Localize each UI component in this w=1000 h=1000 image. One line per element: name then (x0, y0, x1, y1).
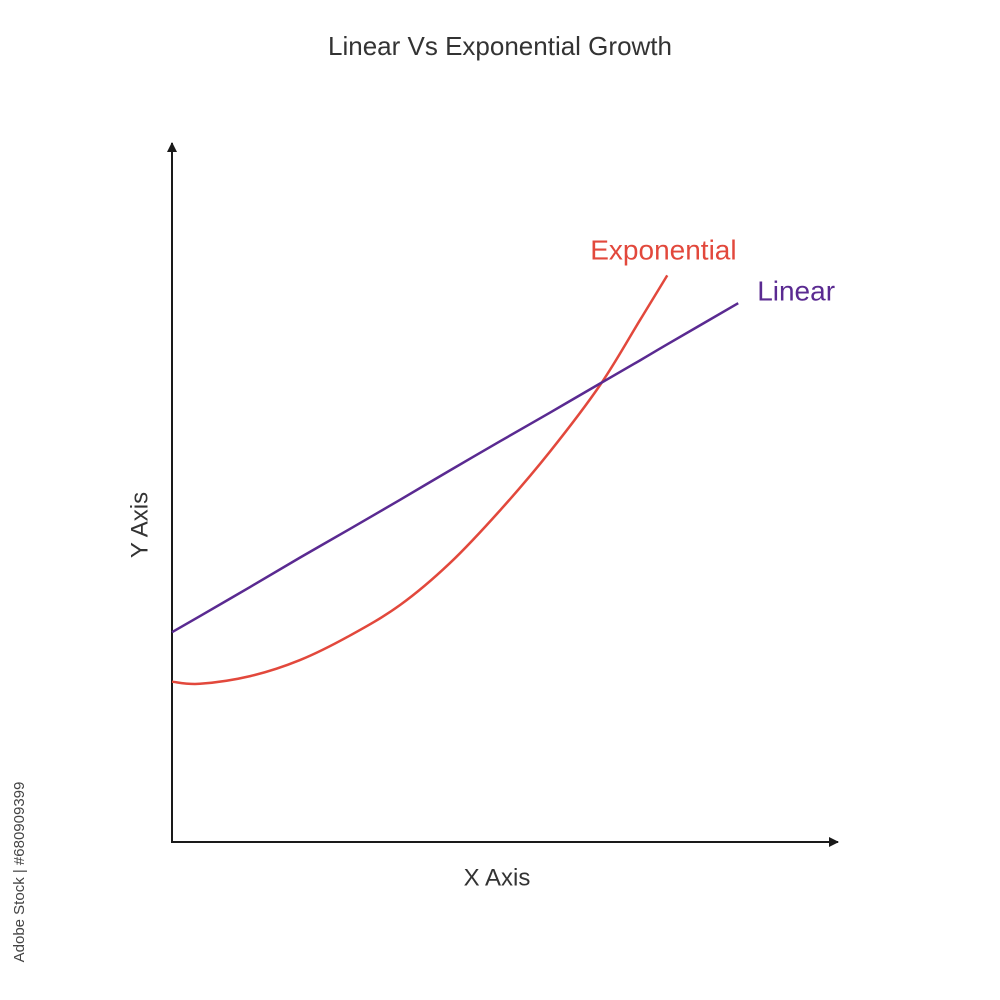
line-series (171, 302, 739, 634)
chart-title: Linear Vs Exponential Growth (328, 31, 672, 61)
series-label: Linear (757, 276, 835, 307)
x-axis-label: X Axis (464, 864, 531, 891)
watermark: Adobe Stock | #680909399 (11, 782, 28, 963)
line-series (171, 274, 669, 686)
y-axis-label: Y Axis (126, 492, 153, 558)
series-label: Exponential (590, 235, 736, 266)
